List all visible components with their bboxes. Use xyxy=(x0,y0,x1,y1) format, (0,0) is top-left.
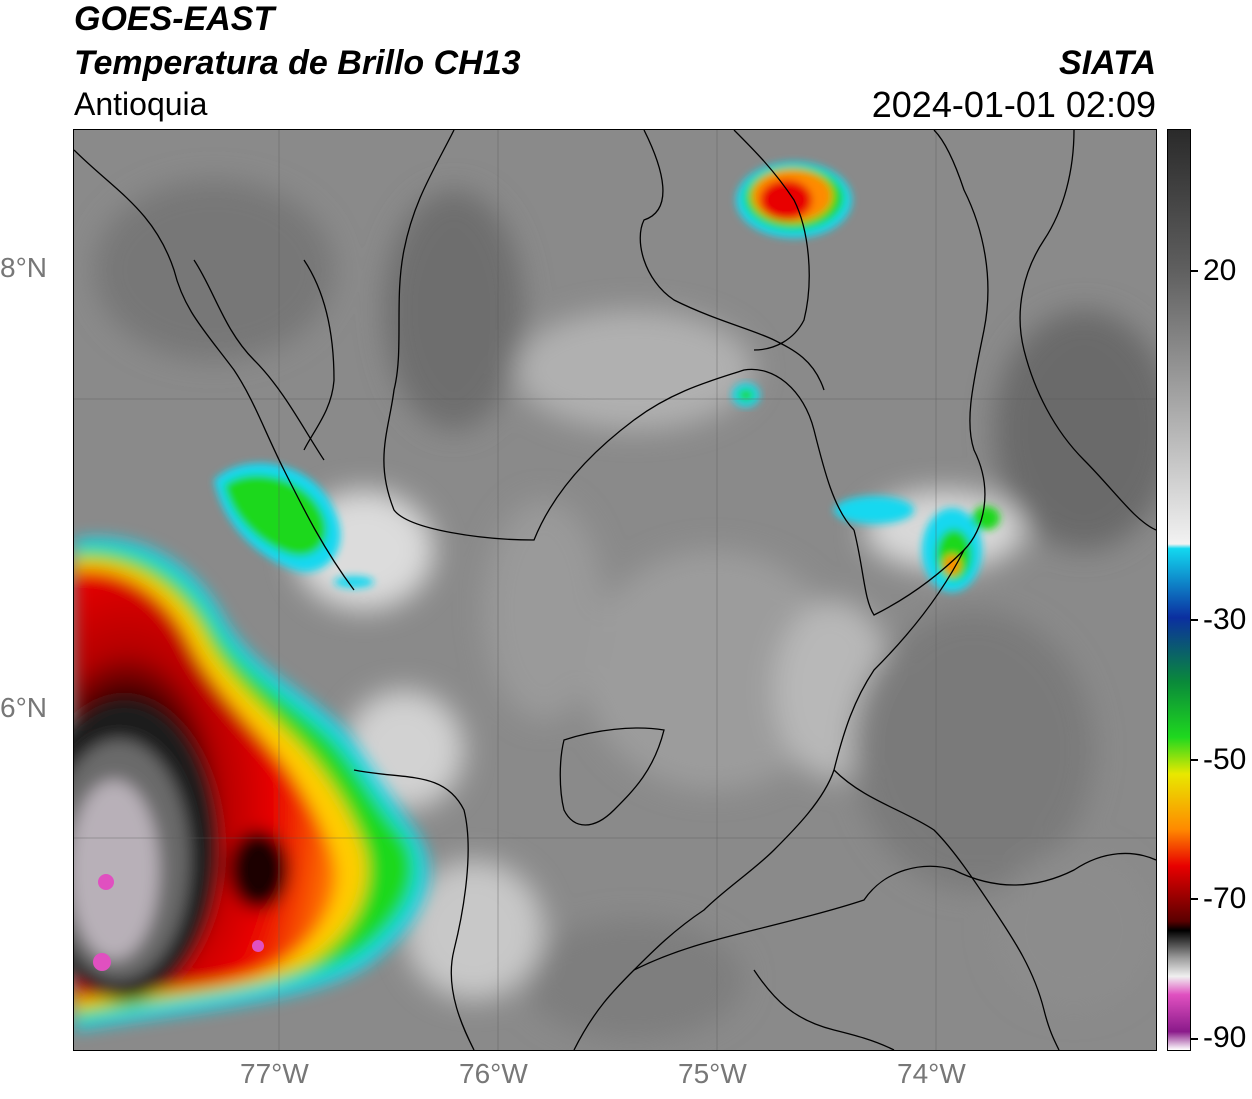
cloud-texture xyxy=(94,180,1156,1040)
boundaries xyxy=(74,130,1156,1050)
lat-label-6n: 6°N xyxy=(0,692,47,723)
colorbar-tick xyxy=(1190,270,1198,272)
colorbar xyxy=(1167,129,1191,1051)
extreme-cold-spot-1 xyxy=(98,874,114,890)
gridlines xyxy=(74,130,1156,1050)
extreme-cold-spot-2 xyxy=(93,953,111,971)
extreme-cold-spot-3 xyxy=(252,940,264,952)
lon-label-76w: 76°W xyxy=(459,1058,528,1089)
colorbar-tick xyxy=(1190,759,1198,761)
lon-label-75w: 75°W xyxy=(678,1058,747,1089)
storm-cell-center xyxy=(732,383,760,407)
lon-label-77w: 77°W xyxy=(240,1058,309,1089)
title-product: Temperatura de Brillo CH13 xyxy=(74,44,521,82)
storm-complex-southwest xyxy=(74,538,429,1030)
title-satellite: GOES-EAST xyxy=(74,0,275,38)
colorbar-label-minus50: -50 xyxy=(1203,743,1247,776)
colorbar-label-20: 20 xyxy=(1203,254,1237,287)
region-label: Antioquia xyxy=(74,86,208,122)
storm-cell-northwest xyxy=(214,463,374,588)
lat-label-8n: 8°N xyxy=(0,252,47,283)
colorbar-tick xyxy=(1190,898,1198,900)
satellite-map[interactable] xyxy=(73,129,1157,1051)
lon-label-74w: 74°W xyxy=(897,1058,966,1089)
colorbar-tick xyxy=(1190,619,1198,621)
brand-label: SIATA xyxy=(1059,44,1156,82)
timestamp-label: 2024-01-01 02:09 xyxy=(871,84,1156,125)
colorbar-tick xyxy=(1190,1038,1198,1040)
colorbar-label-minus70: -70 xyxy=(1203,882,1247,915)
colorbar-label-minus90: -90 xyxy=(1203,1021,1247,1054)
map-canvas xyxy=(74,130,1156,1050)
colorbar-label-minus30: -30 xyxy=(1203,603,1247,636)
